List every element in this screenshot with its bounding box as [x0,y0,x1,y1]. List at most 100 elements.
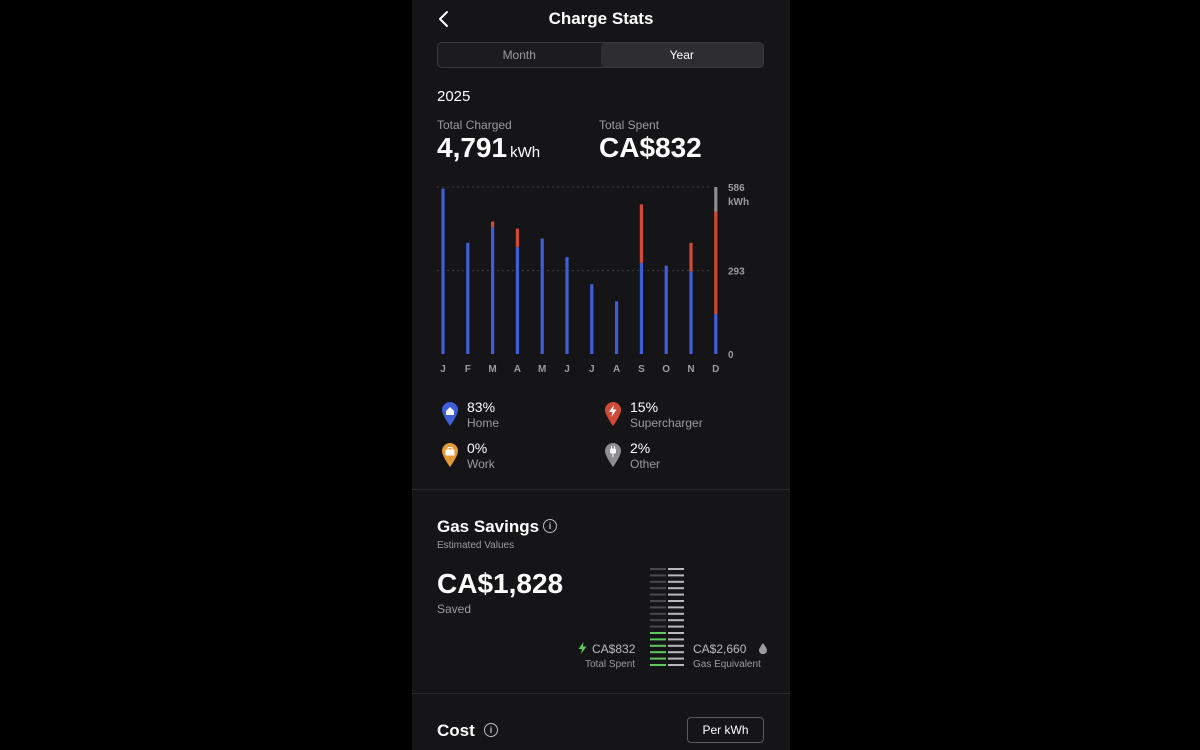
home-icon [442,402,458,426]
gas-rung [668,606,684,609]
section-divider [412,693,790,694]
droplet-icon [759,643,767,654]
bar-m10-s0 [664,265,668,354]
legend-work-name: Work [467,457,495,471]
bar-m9-s1 [639,204,643,263]
legend-other-pct: 2% [630,440,651,456]
gas-rung [668,644,684,647]
x-tick-label: S [638,364,645,375]
spent-rung [650,651,666,654]
spent-rung [650,644,666,647]
lightning-icon [605,402,621,426]
gas-rung [668,619,684,622]
legend-home-name: Home [467,416,500,430]
x-tick-label: M [538,364,546,375]
bar-m1-s0 [441,188,445,354]
bar-m3-s0 [491,227,495,354]
bar-m11-s0 [689,271,693,354]
total-charged-number: 4,791 [437,132,508,163]
bar-m12-s0 [714,314,718,354]
x-tick-label: M [488,364,496,375]
cost-info-icon[interactable]: i [484,723,498,737]
briefcase-icon [442,443,458,467]
gas-rung [668,638,684,641]
gas-rung [668,664,684,666]
x-tick-label: O [662,364,670,375]
gas-saved-label: Saved [437,602,472,616]
spent-rung [650,593,666,596]
x-tick-label: D [712,364,719,375]
legend-supercharger-name: Supercharger [630,416,703,430]
phone-screen: Charge Stats Month Year 2025 Total Charg… [412,0,790,750]
lightning-icon [578,642,587,654]
gas-rung [668,574,684,577]
gas-rung [668,612,684,615]
segment-year[interactable]: Year [600,43,763,67]
gas-equivalent-value: CA$2,660 [693,642,747,656]
spent-rung [650,580,666,583]
spent-rung [650,587,666,590]
spent-rung [650,632,666,634]
gas-rung [668,593,684,596]
total-charged-unit: kWh [510,144,541,161]
gas-rung [668,587,684,590]
legend-supercharger: 15% Supercharger [604,399,703,431]
gas-rung [668,600,684,602]
gas-rung [668,657,684,660]
bar-m8-s0 [615,301,619,354]
per-kwh-button[interactable]: Per kWh [687,717,764,743]
section-divider [412,489,790,490]
bar-m7-s0 [590,284,594,354]
spent-rung [650,568,666,570]
spent-rung [650,619,666,622]
spent-rung [650,574,666,577]
monthly-energy-chart: J F M A M J J A S O N D 586 293 0 kWh [437,183,749,375]
y-tick-label: 586 [728,183,745,194]
x-tick-label: J [440,364,446,375]
legend-home: 83% Home [441,399,499,431]
legend-supercharger-pct: 15% [630,399,659,415]
spent-rung [650,625,666,628]
gas-rung [668,580,684,583]
gas-info-icon[interactable]: i [543,519,557,533]
bar-m4-s0 [515,247,519,354]
bar-m5-s0 [540,238,544,354]
spent-rung [650,657,666,660]
legend-work-pct: 0% [467,440,488,456]
gas-spent-value: CA$832 [592,642,636,656]
bar-m4-s1 [515,228,519,248]
gas-subtitle: Estimated Values [437,540,515,551]
chevron-left-icon[interactable] [434,8,454,30]
x-tick-label: J [564,364,570,375]
bar-m12-s1 [714,211,718,315]
total-charged-value: 4,791 kWh [437,132,540,164]
header: Charge Stats [412,0,790,38]
y-tick-label: 0 [728,350,734,361]
spent-rung [650,664,666,666]
gas-rung [668,632,684,634]
spent-rung [650,638,666,641]
gas-equivalent-label: Gas Equivalent [693,659,761,670]
bar-m2-s0 [466,242,470,354]
period-segmented-control: Month Year [437,42,764,68]
legend-other-name: Other [630,457,661,471]
x-tick-label: F [465,364,471,375]
y-unit-label: kWh [728,197,749,208]
plug-icon [605,443,621,467]
x-tick-label: A [613,364,620,375]
gas-spent-label: Total Spent [585,659,636,670]
y-tick-label: 293 [728,267,745,278]
bar-m9-s0 [639,262,643,354]
bar-m3-s1 [491,221,495,228]
gas-rung [668,568,684,570]
total-spent-value: CA$832 [599,132,702,163]
gas-rung [668,625,684,628]
page-title: Charge Stats [548,9,654,28]
segment-month[interactable]: Month [502,48,536,62]
x-tick-label: N [687,364,694,375]
x-tick-label: A [514,364,521,375]
x-tick-label: J [589,364,595,375]
gas-savings-title: Gas Savings [437,517,540,536]
total-spent-label: Total Spent [599,118,660,132]
bar-m11-s1 [689,242,693,272]
